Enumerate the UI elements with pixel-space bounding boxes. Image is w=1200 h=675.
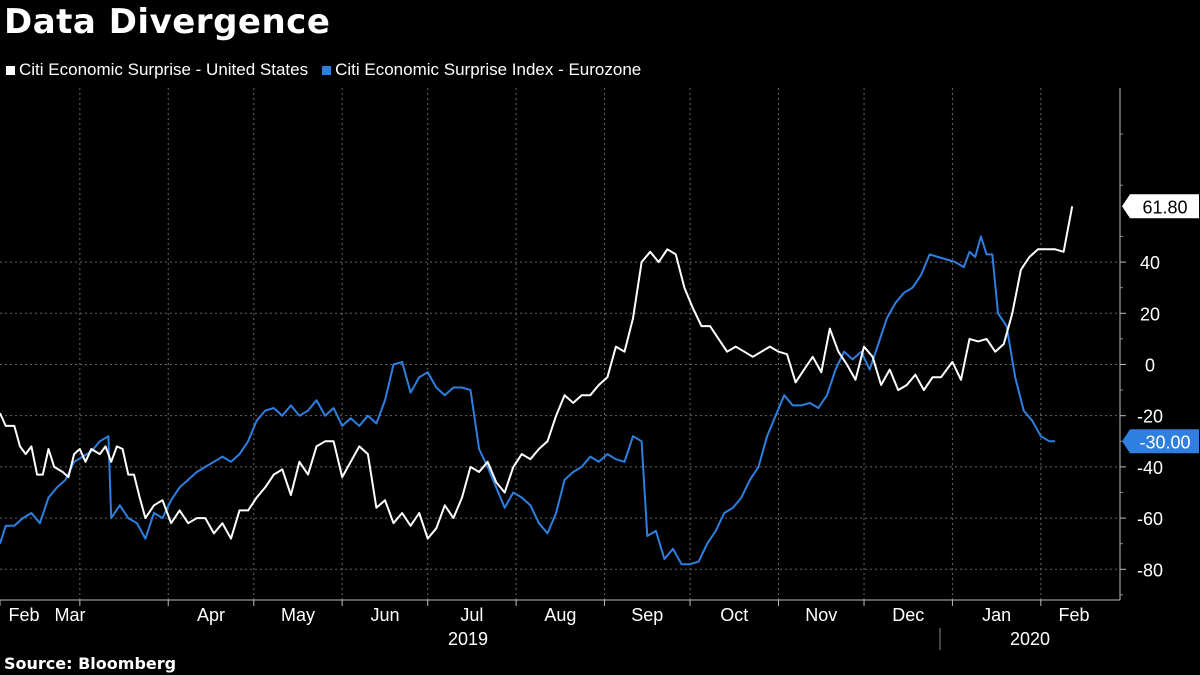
x-tick-label: Sep <box>631 605 663 625</box>
x-year-label: 2020 <box>1010 629 1050 649</box>
x-year-label: 2019 <box>448 629 488 649</box>
y-tick-label: -20 <box>1137 407 1163 427</box>
legend-item-eu: Citi Economic Surprise Index - Eurozone <box>322 60 641 80</box>
chart-title: Data Divergence <box>4 2 331 42</box>
source-note: Source: Bloomberg <box>4 654 177 673</box>
last-value-flag-eu <box>1122 429 1199 454</box>
x-tick-label: Apr <box>197 605 225 625</box>
legend-item-us: Citi Economic Surprise - United States <box>6 60 308 80</box>
legend-swatch-us <box>6 65 15 75</box>
y-tick-label: 40 <box>1140 253 1160 273</box>
x-tick-label: Oct <box>720 605 748 625</box>
x-tick-label: Feb <box>8 605 39 625</box>
y-tick-label: -40 <box>1137 458 1163 478</box>
legend-label-us: Citi Economic Surprise - United States <box>19 60 309 79</box>
y-tick-label: 20 <box>1140 304 1160 324</box>
series-line-eurozone <box>0 235 1056 566</box>
series-line-us <box>0 206 1074 540</box>
y-tick-label: 0 <box>1145 355 1155 375</box>
y-tick-label: -60 <box>1137 509 1163 529</box>
x-tick-label: Mar <box>55 605 86 625</box>
last-value-label-us: 61.80 <box>1142 197 1187 217</box>
x-tick-label: Dec <box>892 605 924 625</box>
x-tick-label: Feb <box>1058 605 1089 625</box>
last-value-flag-us <box>1122 194 1199 219</box>
legend-swatch-eu <box>322 65 332 75</box>
x-tick-label: May <box>281 605 315 625</box>
x-tick-label: Jul <box>460 605 483 625</box>
last-value-label-eu: -30.00 <box>1139 432 1190 452</box>
x-tick-label: Aug <box>544 605 576 625</box>
x-tick-label: Jun <box>370 605 399 625</box>
legend: Citi Economic Surprise - United States C… <box>6 60 641 80</box>
x-tick-label: Jan <box>982 605 1011 625</box>
y-tick-label: -80 <box>1137 560 1163 580</box>
x-tick-label: Nov <box>805 605 837 625</box>
legend-label-eu: Citi Economic Surprise Index - Eurozone <box>335 60 642 79</box>
